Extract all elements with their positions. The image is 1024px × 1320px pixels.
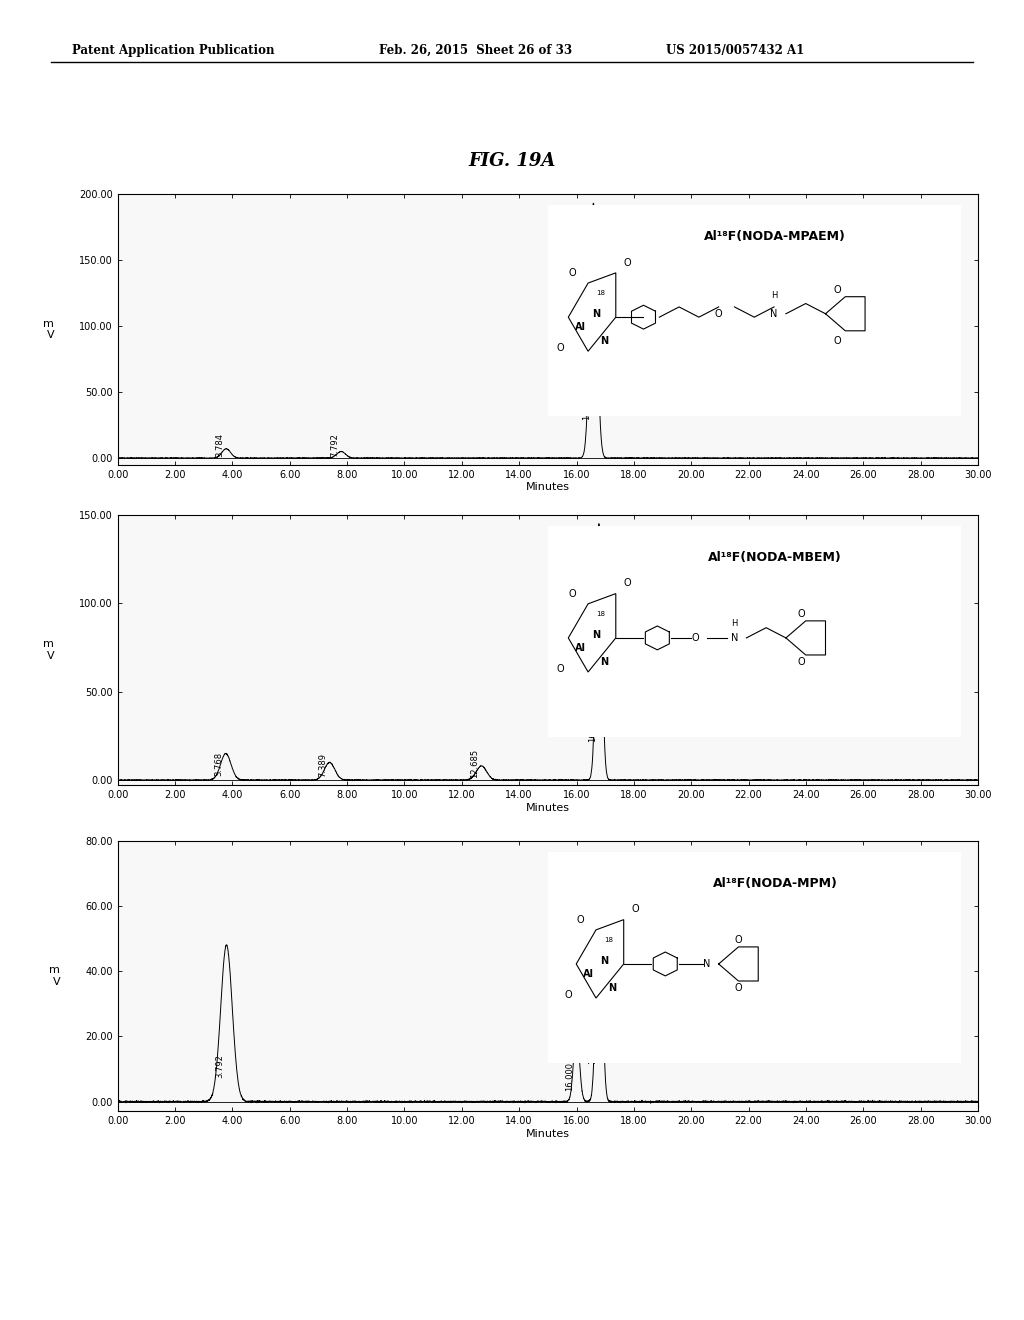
- Text: O: O: [577, 915, 584, 924]
- Text: Feb. 26, 2015  Sheet 26 of 33: Feb. 26, 2015 Sheet 26 of 33: [379, 44, 572, 57]
- Text: N: N: [600, 956, 608, 965]
- Text: 16.589: 16.589: [582, 391, 591, 420]
- Text: Al: Al: [574, 643, 586, 653]
- Text: O: O: [624, 257, 632, 268]
- Text: Patent Application Publication: Patent Application Publication: [72, 44, 274, 57]
- Text: O: O: [798, 657, 806, 667]
- Text: O: O: [557, 343, 564, 352]
- Y-axis label: m
V: m V: [43, 639, 54, 661]
- Text: O: O: [564, 990, 572, 999]
- Y-axis label: m
V: m V: [43, 318, 54, 341]
- Text: N: N: [703, 958, 711, 969]
- Text: N: N: [770, 309, 778, 318]
- Text: O: O: [568, 589, 577, 598]
- Text: 18: 18: [596, 611, 605, 616]
- Text: 18: 18: [604, 937, 613, 942]
- Bar: [548, 205, 961, 416]
- X-axis label: Minutes: Minutes: [526, 1129, 569, 1139]
- Text: US 2015/0057432 A1: US 2015/0057432 A1: [666, 44, 804, 57]
- Text: Al¹⁸F(NODA-MBEM): Al¹⁸F(NODA-MBEM): [708, 550, 842, 564]
- Text: O: O: [798, 609, 806, 619]
- Text: N: N: [731, 632, 738, 643]
- Text: O: O: [734, 935, 742, 945]
- Text: N: N: [600, 657, 608, 667]
- Text: O: O: [691, 632, 698, 643]
- Text: Al: Al: [583, 969, 594, 979]
- Text: Al¹⁸F(NODA-MPAEM): Al¹⁸F(NODA-MPAEM): [703, 230, 846, 243]
- Text: Al¹⁸F(NODA-MPM): Al¹⁸F(NODA-MPM): [713, 876, 838, 890]
- Text: O: O: [715, 309, 723, 318]
- Text: O: O: [834, 337, 841, 346]
- Text: Al: Al: [574, 322, 586, 333]
- Text: FIG. 19A: FIG. 19A: [468, 152, 556, 170]
- Text: N: N: [592, 309, 600, 318]
- Bar: [548, 525, 961, 737]
- Text: O: O: [557, 664, 564, 673]
- X-axis label: Minutes: Minutes: [526, 803, 569, 813]
- Text: N: N: [592, 630, 600, 639]
- Text: O: O: [568, 268, 577, 277]
- Text: O: O: [834, 285, 841, 294]
- Text: 3.768: 3.768: [214, 752, 223, 776]
- Text: H: H: [771, 292, 777, 300]
- Bar: [548, 851, 961, 1063]
- Text: 16.000: 16.000: [565, 1061, 574, 1090]
- Text: 16.790: 16.790: [588, 1035, 597, 1064]
- Text: 3.784: 3.784: [215, 433, 224, 457]
- Text: 18: 18: [596, 290, 605, 296]
- X-axis label: Minutes: Minutes: [526, 482, 569, 492]
- Text: 12.685: 12.685: [470, 748, 479, 777]
- Text: 3.792: 3.792: [215, 1055, 224, 1078]
- Text: 7.792: 7.792: [330, 433, 339, 457]
- Text: H: H: [731, 619, 737, 628]
- Y-axis label: m
V: m V: [49, 965, 60, 987]
- Text: O: O: [632, 904, 639, 915]
- Text: 16.782: 16.782: [588, 713, 597, 742]
- Text: O: O: [734, 983, 742, 993]
- Text: N: N: [608, 983, 615, 993]
- Text: O: O: [624, 578, 632, 589]
- Text: 7.389: 7.389: [318, 754, 328, 777]
- Text: N: N: [600, 337, 608, 346]
